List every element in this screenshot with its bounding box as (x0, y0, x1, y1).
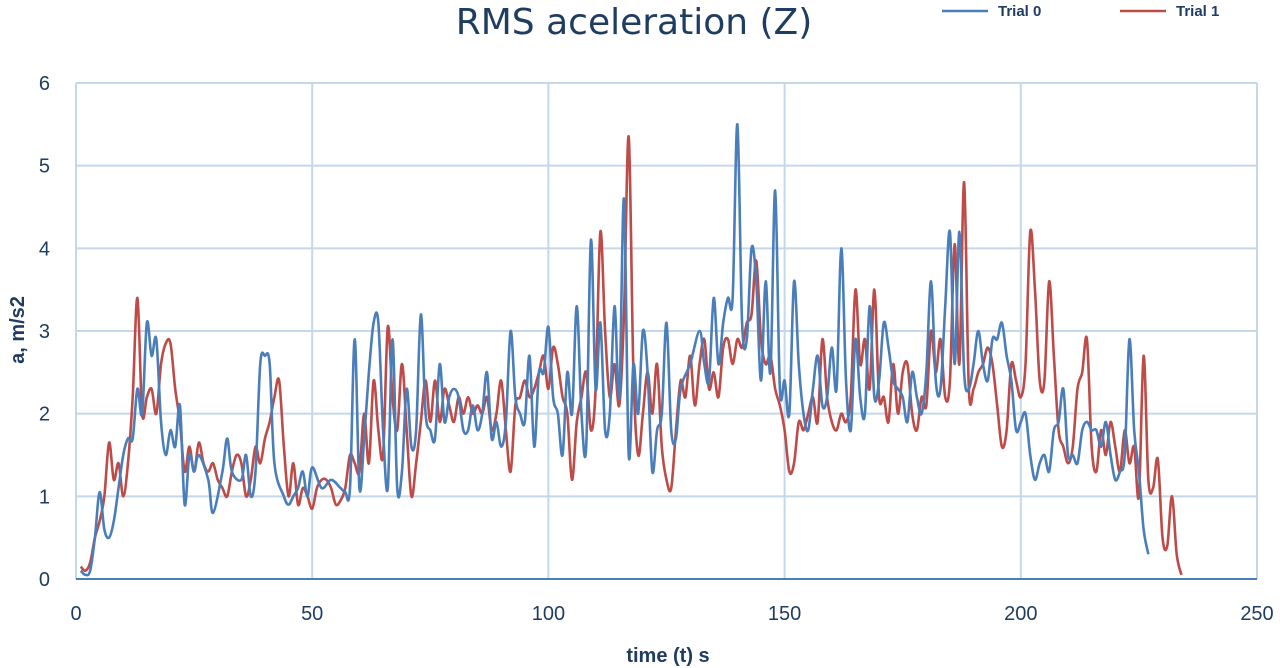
x-tick-label: 50 (301, 603, 323, 625)
x-tick-label: 250 (1240, 603, 1273, 625)
y-tick-labels: 0 1 2 3 4 5 6 (39, 73, 50, 591)
legend: Trial 0 Trial 1 (942, 3, 1219, 20)
y-tick-label: 6 (39, 73, 50, 95)
x-tick-labels: 0 50 100 150 200 250 (70, 603, 1273, 625)
y-tick-label: 1 (39, 486, 50, 508)
y-tick-label: 0 (39, 569, 50, 591)
trial-0-legend-label: Trial 0 (998, 3, 1041, 20)
x-tick-label: 200 (1004, 603, 1037, 625)
x-tick-label: 100 (532, 603, 565, 625)
y-axis-label: a, m/s2 (7, 296, 29, 364)
chart-title: RMS aceleration (Z) (456, 2, 813, 43)
y-tick-label: 2 (39, 404, 50, 426)
y-tick-label: 3 (39, 321, 50, 343)
x-tick-label: 0 (70, 603, 81, 625)
y-tick-label: 5 (39, 156, 50, 178)
x-tick-label: 150 (768, 603, 801, 625)
trial-0-line (79, 123, 1150, 577)
trial-1-legend-label: Trial 1 (1176, 3, 1219, 20)
y-tick-label: 4 (39, 238, 50, 260)
x-axis-label: time (t) s (626, 645, 709, 667)
series-lines (79, 123, 1183, 577)
trial-1-line (79, 135, 1183, 576)
